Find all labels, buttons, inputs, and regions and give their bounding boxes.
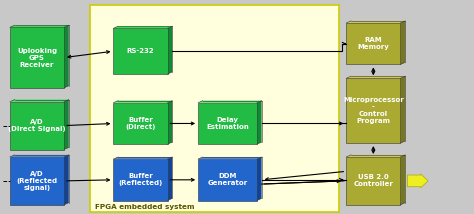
FancyArrow shape bbox=[408, 174, 428, 188]
Text: Delay
Estimation: Delay Estimation bbox=[206, 117, 249, 130]
Polygon shape bbox=[346, 155, 405, 157]
Bar bbox=[113, 103, 167, 144]
Bar bbox=[198, 103, 257, 144]
Bar bbox=[10, 27, 64, 88]
Text: FPGA embedded system: FPGA embedded system bbox=[95, 204, 194, 210]
Polygon shape bbox=[167, 157, 172, 201]
Text: DDM
Generator: DDM Generator bbox=[208, 173, 247, 186]
Polygon shape bbox=[64, 100, 69, 150]
Polygon shape bbox=[113, 101, 172, 103]
Polygon shape bbox=[10, 25, 69, 27]
Text: Buffer
(Direct): Buffer (Direct) bbox=[125, 117, 155, 130]
Polygon shape bbox=[401, 21, 405, 64]
Bar bbox=[90, 5, 339, 212]
Polygon shape bbox=[64, 25, 69, 88]
Polygon shape bbox=[401, 76, 405, 143]
Bar bbox=[10, 102, 64, 150]
Bar bbox=[346, 23, 401, 64]
Polygon shape bbox=[113, 157, 172, 159]
Text: Microprocessor
-
Control
Program: Microprocessor - Control Program bbox=[343, 97, 404, 124]
Bar bbox=[346, 78, 401, 143]
Text: RS-232: RS-232 bbox=[127, 48, 155, 54]
Bar bbox=[10, 157, 64, 205]
Polygon shape bbox=[346, 76, 405, 78]
Polygon shape bbox=[198, 101, 262, 103]
Polygon shape bbox=[113, 26, 172, 28]
Polygon shape bbox=[10, 155, 69, 157]
Polygon shape bbox=[167, 26, 172, 74]
Polygon shape bbox=[346, 21, 405, 23]
Polygon shape bbox=[167, 101, 172, 144]
Bar bbox=[346, 157, 401, 205]
Bar bbox=[113, 28, 167, 74]
Text: RAM
Memory: RAM Memory bbox=[357, 37, 389, 50]
Text: Buffer
(Reflected): Buffer (Reflected) bbox=[118, 173, 163, 186]
Polygon shape bbox=[198, 157, 262, 159]
Polygon shape bbox=[257, 101, 262, 144]
Text: Uplooking
GPS
Receiver: Uplooking GPS Receiver bbox=[17, 48, 57, 68]
Text: A/D
(Reflected
signal): A/D (Reflected signal) bbox=[17, 171, 57, 191]
Text: A/D
(Direct Signal): A/D (Direct Signal) bbox=[8, 119, 66, 132]
Polygon shape bbox=[257, 157, 262, 201]
Text: USB 2.0
Controller: USB 2.0 Controller bbox=[354, 174, 393, 187]
Polygon shape bbox=[64, 155, 69, 205]
Polygon shape bbox=[10, 100, 69, 102]
Bar bbox=[198, 159, 257, 201]
Polygon shape bbox=[401, 155, 405, 205]
Bar bbox=[113, 159, 167, 201]
